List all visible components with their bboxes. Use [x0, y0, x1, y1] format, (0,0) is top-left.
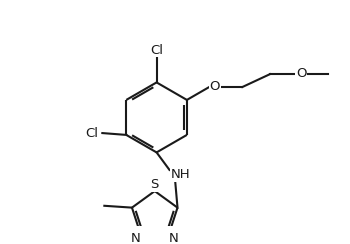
Text: O: O — [296, 67, 307, 80]
Text: N: N — [169, 232, 178, 244]
Text: Cl: Cl — [86, 127, 99, 140]
Text: S: S — [150, 178, 159, 191]
Text: Cl: Cl — [150, 44, 163, 57]
Text: NH: NH — [171, 168, 190, 181]
Text: O: O — [210, 80, 220, 93]
Text: N: N — [131, 232, 141, 244]
